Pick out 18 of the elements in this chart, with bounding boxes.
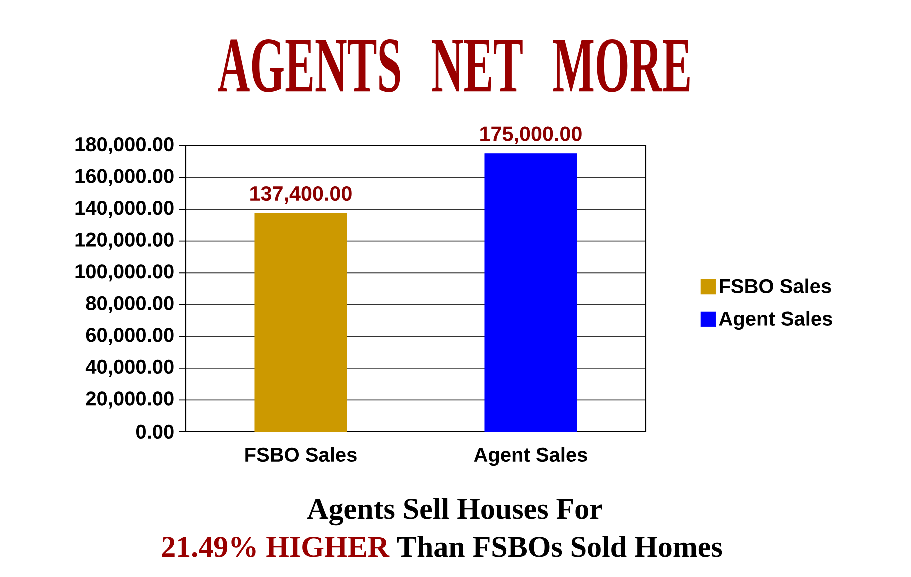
y-tick-label: 180,000.00 — [76, 137, 174, 155]
data-label: 175,000.00 — [480, 126, 582, 144]
legend-label: FSBO Sales — [720, 278, 832, 294]
text: 21.49% HIGHER — [162, 537, 390, 558]
y-tick-label: 140,000.00 — [76, 201, 174, 218]
text: Than FSBOs Sold Homes — [397, 536, 722, 558]
y-tick-label: 120,000.00 — [76, 232, 174, 250]
chart-title: AGENTS NET MORE — [218, 40, 690, 92]
y-tick-label: 20,000.00 — [86, 392, 174, 409]
text: Agents Sell Houses For — [307, 498, 602, 526]
y-tick-label: 100,000.00 — [76, 264, 174, 282]
y-tick-label: 80,000.00 — [86, 296, 174, 314]
y-tick-label: 0.00 — [136, 424, 174, 440]
y-tick-label: 60,000.00 — [86, 328, 174, 346]
legend-label: Agent Sales — [719, 311, 832, 330]
y-tick-label: 40,000.00 — [86, 360, 174, 377]
y-tick-label: 160,000.00 — [76, 169, 174, 186]
data-label: 137,400.00 — [250, 186, 352, 204]
